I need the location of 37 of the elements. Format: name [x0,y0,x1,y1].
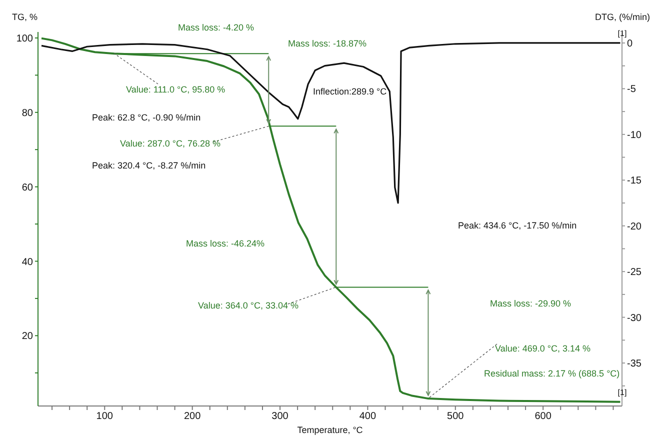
x-tick-label: 600 [534,411,552,422]
x-tick-label: 100 [96,411,114,422]
y2-tick-label: -20 [627,221,642,232]
annotation: Value: 364.0 °C, 33.04 % [198,300,298,310]
y-tick-label: 100 [16,34,34,45]
series-label: [1] [618,28,627,38]
y2-tick-label: -15 [627,176,642,187]
annotation: Peak: 62.8 °C, -0.90 %/min [92,112,201,122]
y-tick-label: 60 [22,182,34,194]
x-axis-title: Temperature, °C [297,425,364,435]
annotation: Value: 469.0 °C, 3.14 % [495,343,590,354]
annotation: Inflection:289.9 °C [313,86,388,96]
series-label: [1] [618,388,627,397]
annotation: Value: 111.0 °C, 95.80 % [126,84,226,94]
y2-axis-title: DTG, (%/min) [595,12,650,22]
x-tick-label: 300 [272,411,289,422]
annotation: Mass loss: -29.90 % [490,298,572,308]
y2-tick-label: -10 [627,130,642,141]
y2-tick-label: -30 [627,312,642,324]
y2-tick-label: 0 [627,38,633,50]
y-tick-label: 80 [22,108,34,119]
y-tick-label: 40 [22,256,34,268]
annotation: Value: 287.0 °C, 76.28 % [120,138,220,148]
y2-tick-label: -25 [627,267,642,278]
y-axis-title: TG, % [12,12,38,22]
annotation: Mass loss: -4.20 % [178,22,254,32]
y-tick-label: 20 [22,331,34,342]
y2-tick-label: -5 [627,84,636,96]
annotation: Residual mass: 2.17 % (688.5 °C) [484,368,620,378]
x-tick-label: 500 [447,411,464,422]
x-tick-label: 200 [184,411,202,422]
annotation: Mass loss: -18.87% [288,38,367,48]
annotation: Mass loss: -46.24% [186,238,265,248]
annotation: Peak: 320.4 °C, -8.27 %/min [92,160,206,170]
x-tick-label: 400 [359,411,376,422]
annotation: Peak: 434.6 °C, -17.50 %/min [458,220,577,230]
y2-tick-label: -35 [627,358,642,370]
